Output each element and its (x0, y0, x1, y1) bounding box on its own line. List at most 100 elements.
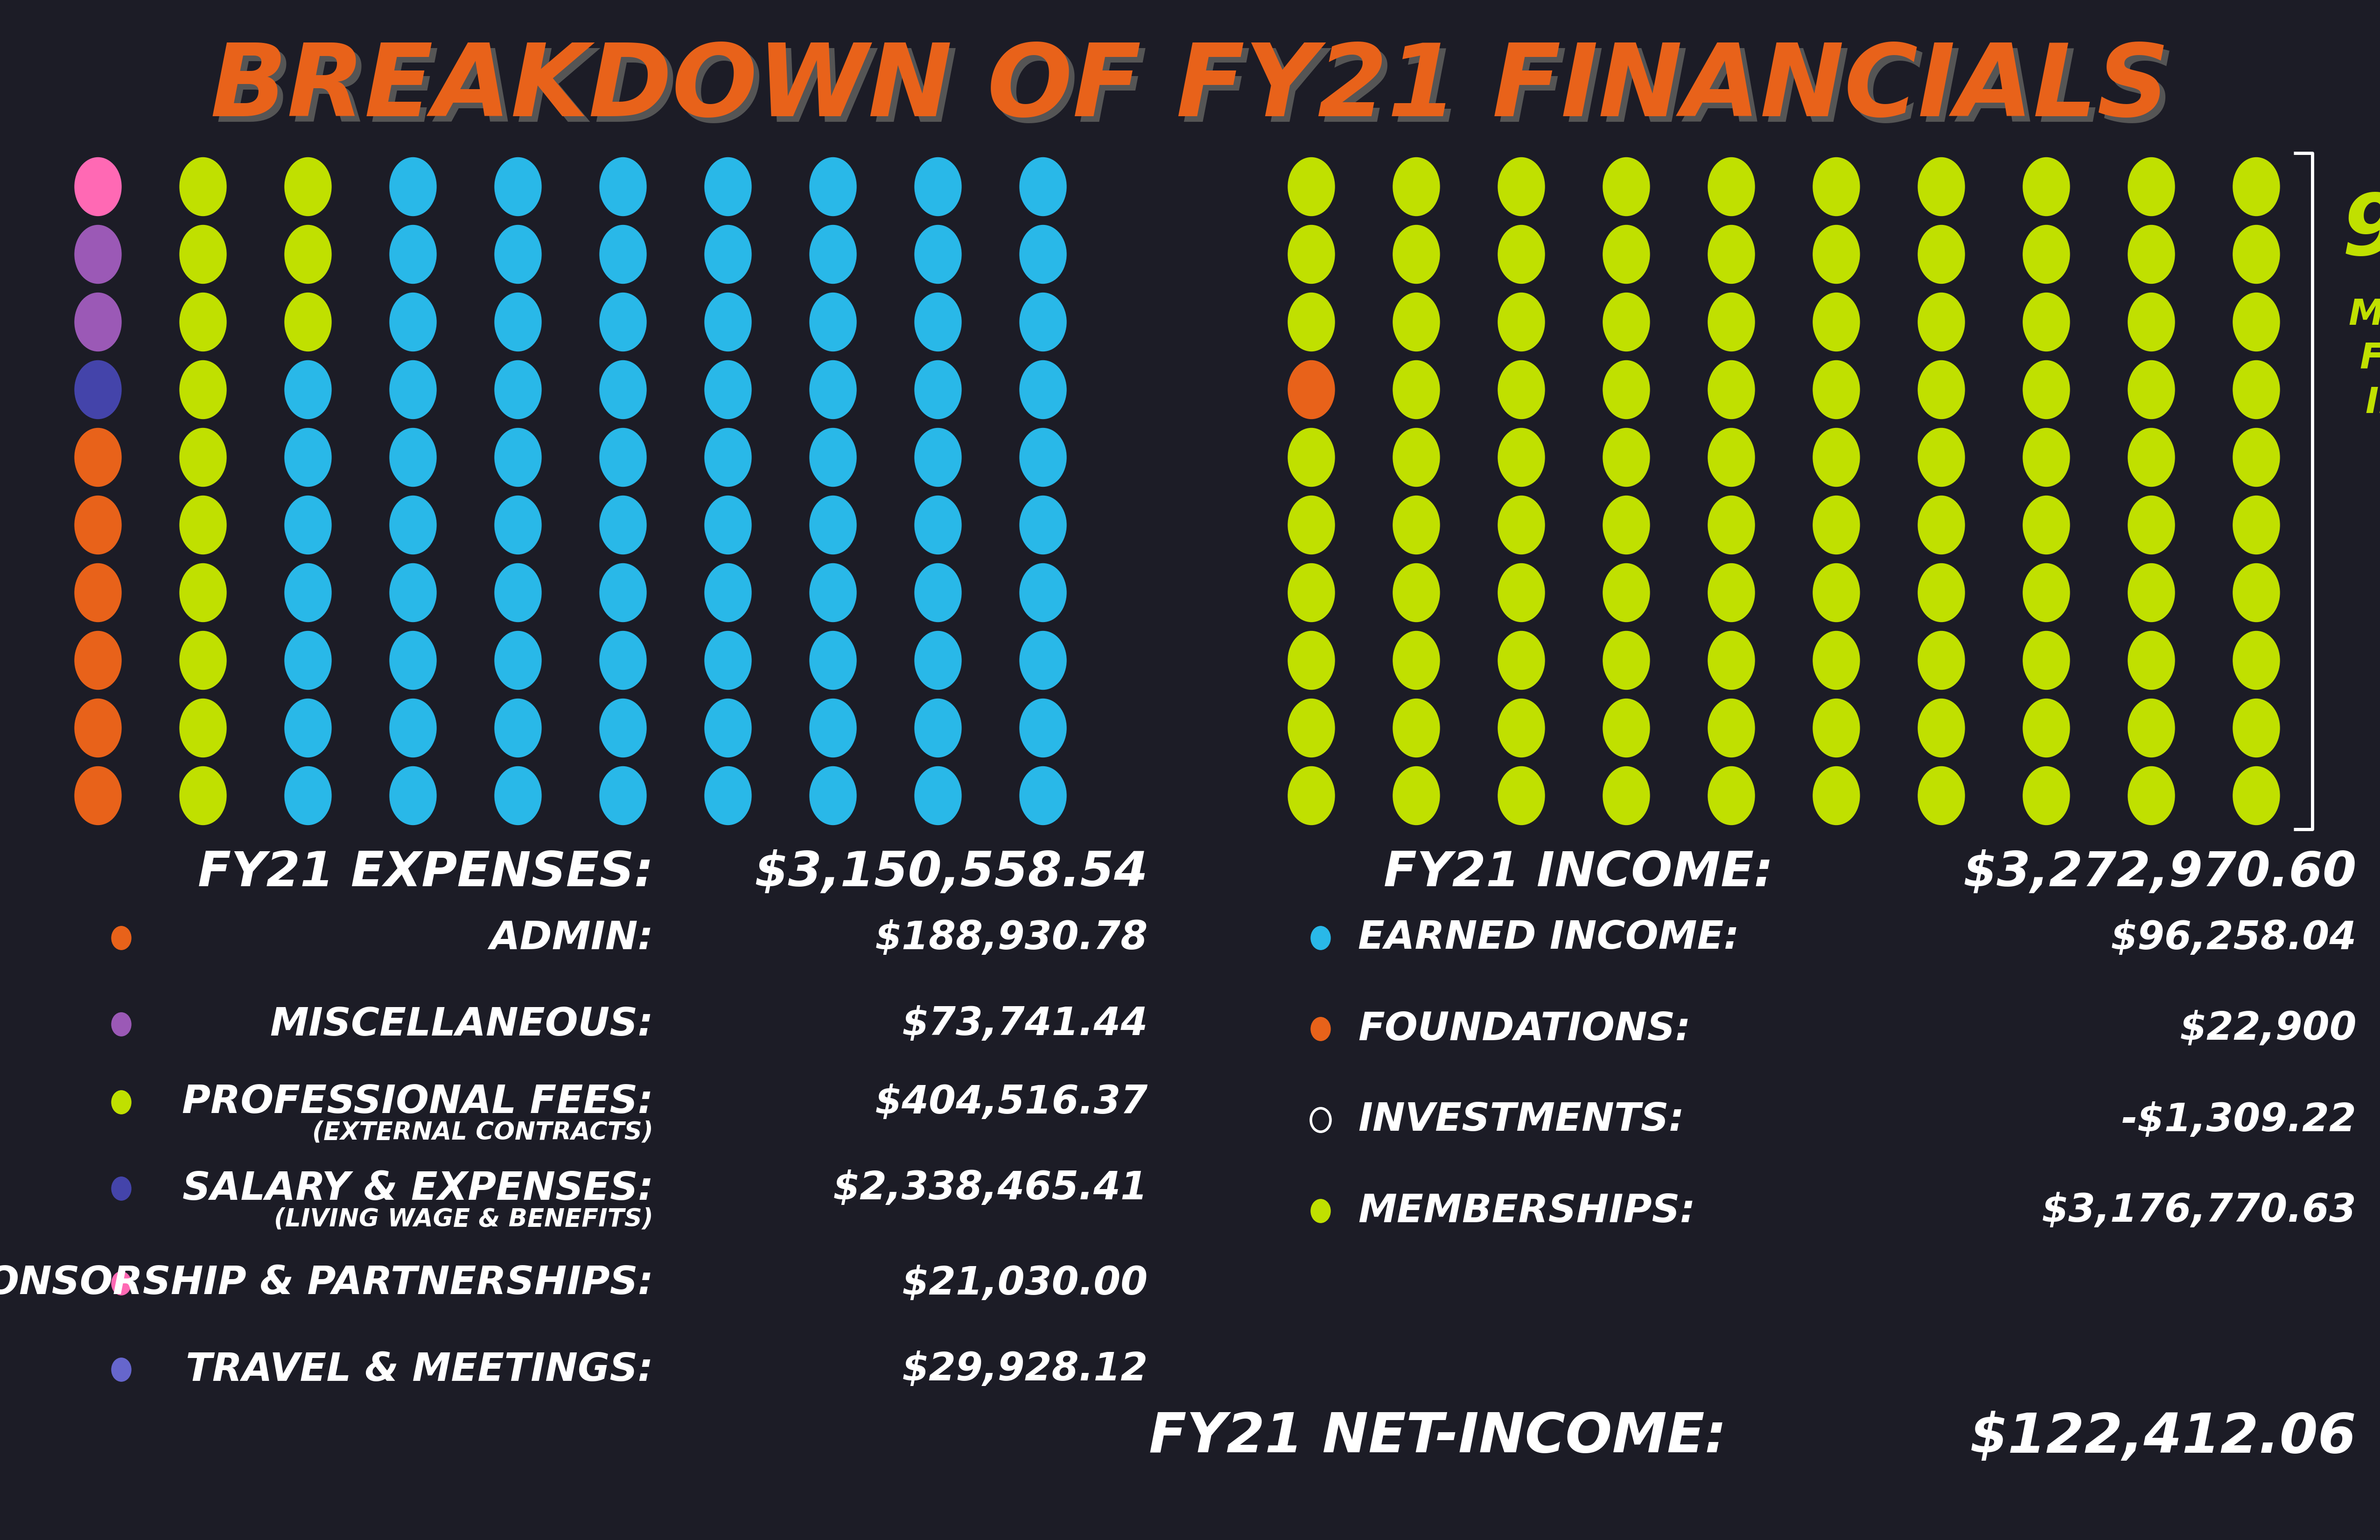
Ellipse shape (1604, 699, 1649, 758)
Ellipse shape (1604, 564, 1649, 622)
Ellipse shape (2232, 157, 2280, 216)
Ellipse shape (914, 360, 962, 419)
Ellipse shape (1392, 428, 1440, 487)
Text: $122,412.06: $122,412.06 (1971, 1411, 2356, 1465)
Ellipse shape (1392, 631, 1440, 690)
Ellipse shape (1709, 157, 1754, 216)
Ellipse shape (286, 360, 331, 419)
Ellipse shape (1288, 767, 1335, 825)
Text: $29,928.12: $29,928.12 (902, 1351, 1147, 1389)
Ellipse shape (2128, 225, 2175, 283)
Ellipse shape (112, 1090, 131, 1113)
Ellipse shape (1288, 157, 1335, 216)
Text: MEMBERSHIPS:: MEMBERSHIPS: (1359, 1192, 1695, 1230)
Ellipse shape (1019, 767, 1066, 825)
Ellipse shape (1497, 428, 1545, 487)
Text: $3,272,970.60: $3,272,970.60 (1964, 849, 2356, 896)
Ellipse shape (1288, 699, 1335, 758)
Ellipse shape (2128, 157, 2175, 216)
Ellipse shape (600, 428, 647, 487)
Ellipse shape (74, 225, 121, 283)
Ellipse shape (1392, 293, 1440, 351)
Ellipse shape (390, 360, 436, 419)
Ellipse shape (1497, 225, 1545, 283)
Ellipse shape (809, 767, 857, 825)
Ellipse shape (112, 926, 131, 950)
Text: (LIVING WAGE & BENEFITS): (LIVING WAGE & BENEFITS) (274, 1207, 654, 1230)
Ellipse shape (1709, 225, 1754, 283)
Ellipse shape (1019, 225, 1066, 283)
Ellipse shape (178, 564, 226, 622)
Text: $73,741.44: $73,741.44 (902, 1006, 1147, 1043)
Ellipse shape (2023, 428, 2071, 487)
Ellipse shape (1288, 564, 1335, 622)
Ellipse shape (495, 767, 540, 825)
Ellipse shape (600, 225, 647, 283)
Ellipse shape (1709, 428, 1754, 487)
Ellipse shape (178, 157, 226, 216)
Ellipse shape (1392, 360, 1440, 419)
Ellipse shape (1918, 360, 1964, 419)
Ellipse shape (1918, 225, 1964, 283)
Ellipse shape (2023, 496, 2071, 554)
Ellipse shape (2232, 564, 2280, 622)
Ellipse shape (178, 699, 226, 758)
Ellipse shape (2128, 293, 2175, 351)
Ellipse shape (1497, 293, 1545, 351)
Ellipse shape (495, 631, 540, 690)
Ellipse shape (1019, 564, 1066, 622)
Ellipse shape (1497, 631, 1545, 690)
Ellipse shape (809, 564, 857, 622)
Ellipse shape (1814, 428, 1859, 487)
Ellipse shape (1288, 631, 1335, 690)
Ellipse shape (1604, 631, 1649, 690)
Ellipse shape (2128, 767, 2175, 825)
Text: $3,176,770.63: $3,176,770.63 (2042, 1192, 2356, 1230)
Ellipse shape (1019, 293, 1066, 351)
Ellipse shape (2232, 428, 2280, 487)
Ellipse shape (2023, 157, 2071, 216)
Ellipse shape (2128, 360, 2175, 419)
Ellipse shape (1311, 1200, 1330, 1223)
Text: INVESTMENTS:: INVESTMENTS: (1359, 1101, 1685, 1140)
Text: FY21 EXPENSES:: FY21 EXPENSES: (198, 849, 654, 896)
Ellipse shape (2023, 564, 2071, 622)
Ellipse shape (2232, 225, 2280, 283)
Ellipse shape (286, 496, 331, 554)
Ellipse shape (495, 564, 540, 622)
Text: FY21 NET-INCOME:: FY21 NET-INCOME: (1150, 1411, 1726, 1465)
Ellipse shape (74, 293, 121, 351)
Ellipse shape (286, 699, 331, 758)
Ellipse shape (2023, 225, 2071, 283)
Ellipse shape (286, 564, 331, 622)
Text: $21,030.00: $21,030.00 (902, 1264, 1147, 1303)
Ellipse shape (1814, 360, 1859, 419)
Text: EARNED INCOME:: EARNED INCOME: (1359, 919, 1740, 956)
Ellipse shape (286, 428, 331, 487)
Ellipse shape (1918, 564, 1964, 622)
Ellipse shape (1497, 767, 1545, 825)
Ellipse shape (390, 225, 436, 283)
Ellipse shape (74, 564, 121, 622)
Ellipse shape (1814, 225, 1859, 283)
Ellipse shape (1392, 564, 1440, 622)
Ellipse shape (2023, 360, 2071, 419)
Ellipse shape (1814, 157, 1859, 216)
Ellipse shape (2232, 767, 2280, 825)
Ellipse shape (914, 293, 962, 351)
Ellipse shape (2232, 293, 2280, 351)
Text: $22,900: $22,900 (2180, 1010, 2356, 1047)
Ellipse shape (286, 631, 331, 690)
Ellipse shape (600, 293, 647, 351)
Ellipse shape (1604, 428, 1649, 487)
Ellipse shape (1392, 767, 1440, 825)
Ellipse shape (178, 293, 226, 351)
Ellipse shape (1392, 699, 1440, 758)
Ellipse shape (2128, 631, 2175, 690)
Ellipse shape (1918, 496, 1964, 554)
Ellipse shape (1497, 699, 1545, 758)
Ellipse shape (914, 496, 962, 554)
Ellipse shape (809, 496, 857, 554)
Ellipse shape (390, 699, 436, 758)
Ellipse shape (704, 360, 752, 419)
